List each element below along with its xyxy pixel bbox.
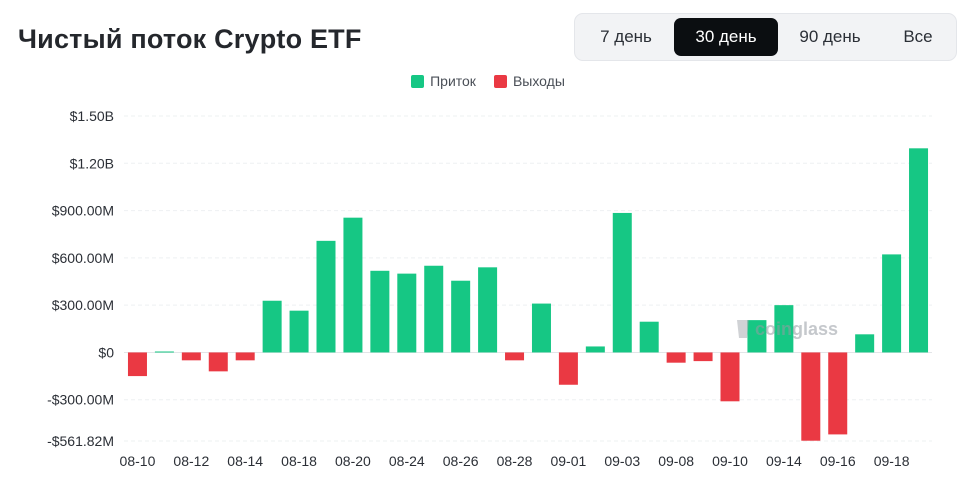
y-tick-label: $900.00M bbox=[52, 203, 114, 219]
outflow-bar[interactable] bbox=[666, 352, 686, 363]
inflow-bar[interactable] bbox=[262, 300, 282, 353]
legend-item-inflow[interactable]: Приток bbox=[411, 73, 476, 89]
page-title: Чистый поток Crypto ETF bbox=[18, 24, 362, 54]
outflow-bar[interactable] bbox=[208, 352, 228, 372]
inflow-bar[interactable] bbox=[909, 148, 929, 353]
x-tick-label: 09-10 bbox=[712, 453, 748, 469]
inflow-bar[interactable] bbox=[451, 280, 471, 353]
outflow-bar[interactable] bbox=[828, 352, 848, 435]
outflow-bar[interactable] bbox=[235, 352, 255, 361]
inflow-bar[interactable] bbox=[316, 240, 336, 353]
watermark: coinglass bbox=[734, 318, 838, 340]
inflow-bar[interactable] bbox=[478, 267, 498, 353]
legend-swatch-outflow bbox=[493, 74, 507, 88]
inflow-bar[interactable] bbox=[585, 346, 605, 353]
inflow-bar[interactable] bbox=[531, 303, 551, 353]
bars bbox=[127, 148, 929, 441]
x-axis-labels: 08-10 08-12 08-14 08-18 08-20 08-24 08-26 08-28… bbox=[120, 453, 910, 469]
inflow-bar[interactable] bbox=[612, 212, 632, 353]
y-tick-label: -$561.82M bbox=[47, 433, 114, 449]
x-tick-label: 08-10 bbox=[120, 453, 156, 469]
inflow-bar[interactable] bbox=[289, 310, 309, 353]
y-tick-label: $0 bbox=[98, 344, 114, 360]
outflow-bar[interactable] bbox=[181, 352, 201, 361]
x-tick-label: 08-12 bbox=[173, 453, 209, 469]
y-tick-label: -$300.00M bbox=[47, 392, 114, 408]
outflow-bar[interactable] bbox=[558, 352, 578, 385]
outflow-bar[interactable] bbox=[505, 352, 525, 361]
legend-swatch-inflow bbox=[411, 74, 425, 88]
inflow-bar[interactable] bbox=[154, 351, 174, 353]
x-tick-label: 08-20 bbox=[335, 453, 371, 469]
inflow-bar[interactable] bbox=[370, 270, 390, 353]
x-tick-label: 09-14 bbox=[766, 453, 802, 469]
inflow-bar[interactable] bbox=[882, 254, 902, 353]
x-tick-label: 09-08 bbox=[658, 453, 694, 469]
outflow-bar[interactable] bbox=[720, 352, 740, 402]
outflow-bar[interactable] bbox=[801, 352, 821, 441]
x-tick-label: 09-16 bbox=[820, 453, 856, 469]
inflow-bar[interactable] bbox=[397, 273, 417, 353]
inflow-bar[interactable] bbox=[424, 265, 444, 353]
y-tick-label: $1.50B bbox=[70, 108, 114, 124]
legend-item-outflow[interactable]: Выходы bbox=[493, 73, 565, 89]
x-tick-label: 08-28 bbox=[497, 453, 533, 469]
inflow-bar[interactable] bbox=[747, 320, 767, 353]
x-tick-label: 08-18 bbox=[281, 453, 317, 469]
x-tick-label: 08-24 bbox=[389, 453, 425, 469]
x-tick-label: 08-26 bbox=[443, 453, 479, 469]
inflow-bar[interactable] bbox=[774, 305, 794, 353]
y-tick-label: $600.00M bbox=[52, 250, 114, 266]
inflow-bar[interactable] bbox=[343, 217, 363, 353]
outflow-bar[interactable] bbox=[693, 352, 713, 362]
time-range-selector: 7 день 30 день 90 день Все bbox=[574, 13, 957, 61]
grid-lines bbox=[124, 115, 932, 442]
tab-90-days[interactable]: 90 день bbox=[799, 27, 861, 46]
legend-label-outflow: Выходы bbox=[512, 73, 565, 89]
y-axis-labels: $1.50B $1.20B $900.00M $600.00M $300.00M $0 -$… bbox=[47, 108, 114, 449]
x-tick-label: 08-14 bbox=[227, 453, 263, 469]
coinglass-logo-icon bbox=[737, 320, 749, 338]
legend-label-inflow: Приток bbox=[430, 73, 476, 89]
x-tick-label: 09-03 bbox=[604, 453, 640, 469]
x-tick-label: 09-01 bbox=[550, 453, 586, 469]
inflow-bar[interactable] bbox=[855, 334, 875, 353]
chart-legend: Приток Выходы bbox=[0, 73, 976, 89]
y-tick-label: $300.00M bbox=[52, 297, 114, 313]
tab-7-days[interactable]: 7 день bbox=[600, 27, 652, 46]
tab-30-days[interactable]: 30 день bbox=[674, 18, 778, 56]
outflow-bar[interactable] bbox=[127, 352, 147, 377]
tab-all[interactable]: Все bbox=[903, 27, 933, 46]
watermark-text: coinglass bbox=[755, 318, 839, 339]
inflow-bar[interactable] bbox=[639, 321, 659, 353]
x-tick-label: 09-18 bbox=[874, 453, 910, 469]
y-tick-label: $1.20B bbox=[70, 155, 114, 171]
